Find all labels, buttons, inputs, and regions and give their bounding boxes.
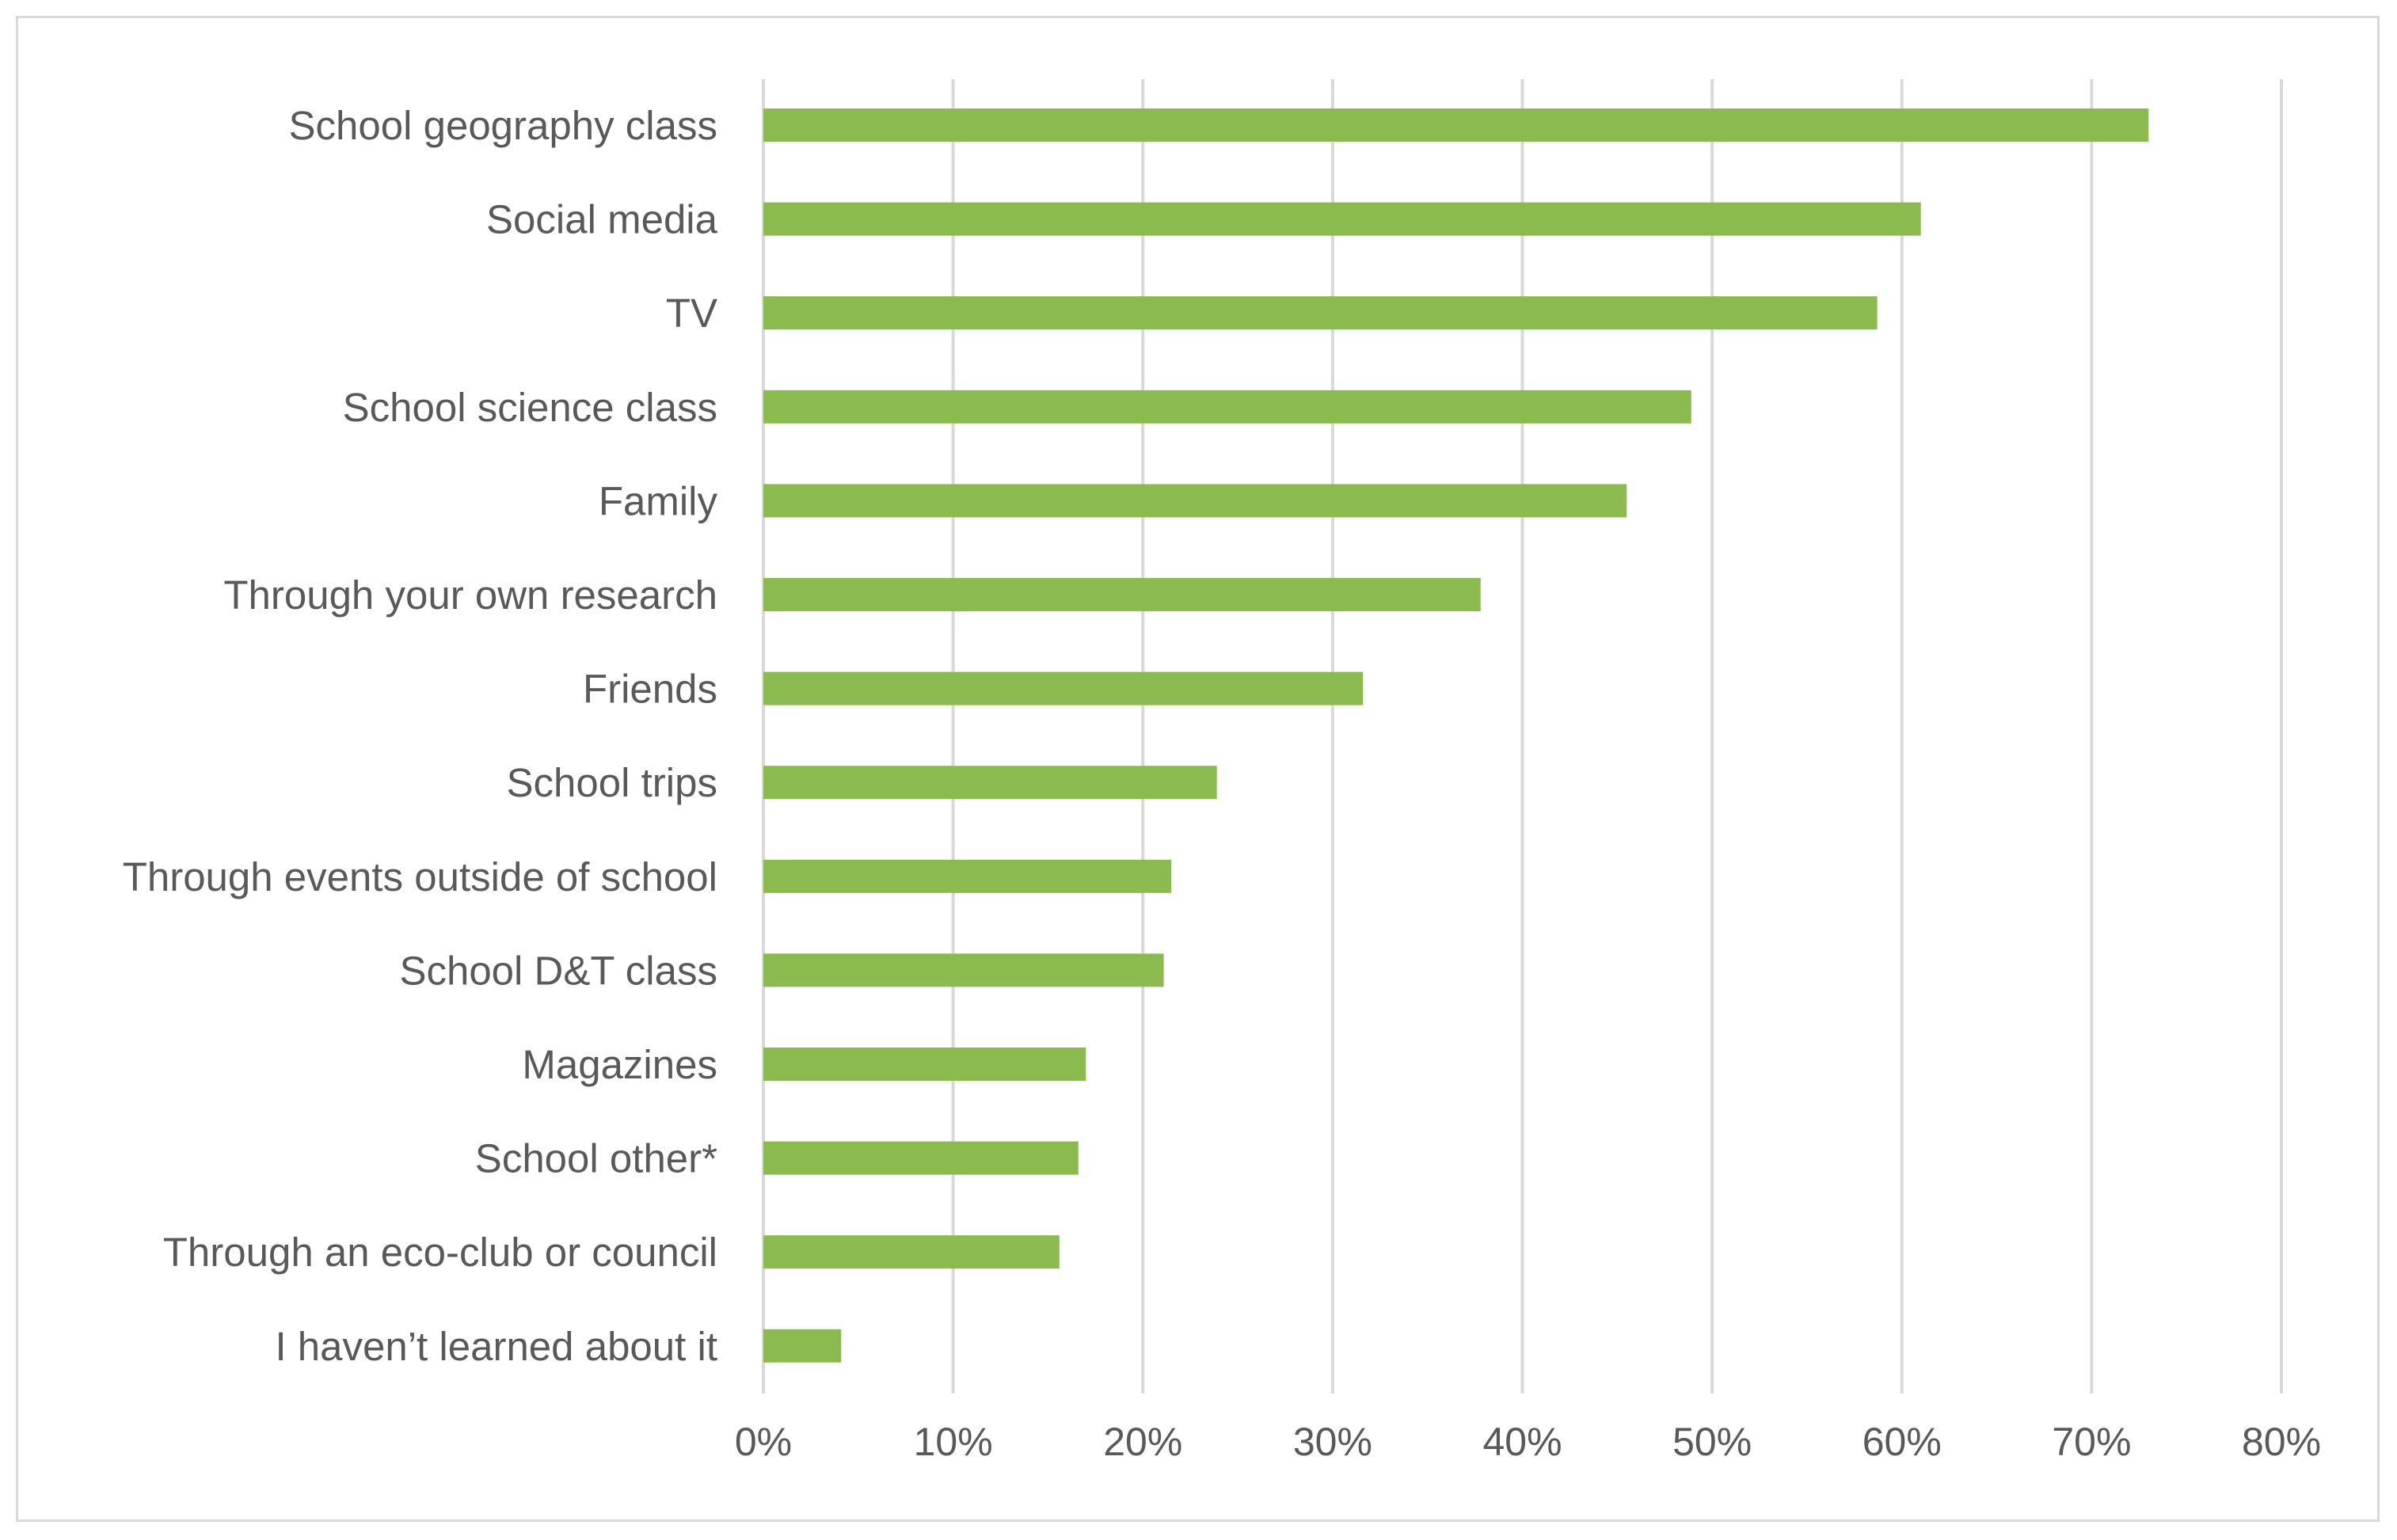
category-label: Through your own research <box>223 572 717 618</box>
category-label: Social media <box>486 197 718 242</box>
x-tick-label: 60% <box>1862 1420 1942 1464</box>
bar <box>763 1235 1060 1269</box>
x-tick-label: 80% <box>2242 1420 2321 1464</box>
category-labels: School geography class Social media TV Scho… <box>123 103 718 1369</box>
category-label: TV <box>666 291 717 336</box>
bar <box>763 1141 1079 1175</box>
category-label: School science class <box>343 385 717 430</box>
category-label: Magazines <box>522 1042 717 1087</box>
x-tick-label: 10% <box>914 1420 993 1464</box>
bar <box>763 766 1217 800</box>
bar <box>763 202 1921 236</box>
x-tick-label: 50% <box>1672 1420 1752 1464</box>
bar <box>763 1329 842 1363</box>
bar <box>763 296 1878 330</box>
bar <box>763 390 1691 424</box>
bar <box>763 671 1364 705</box>
category-label: School trips <box>507 760 717 805</box>
x-tick-label: 30% <box>1293 1420 1372 1464</box>
category-label: Family <box>599 478 718 523</box>
gridlines <box>762 79 2283 1394</box>
category-label: School other* <box>475 1136 717 1181</box>
bar <box>763 1048 1086 1081</box>
bar <box>763 578 1481 611</box>
category-label: I haven’t learned about it <box>275 1324 717 1369</box>
bar <box>763 108 2149 142</box>
x-tick-label: 70% <box>2052 1420 2131 1464</box>
x-tick-labels: 0% 10% 20% 30% 40% 50% 60% 70% 80% <box>735 1420 2321 1464</box>
bar <box>763 859 1172 893</box>
x-tick-label: 40% <box>1482 1420 1562 1464</box>
bar <box>763 953 1164 987</box>
x-tick-label: 0% <box>735 1420 792 1464</box>
category-label: Friends <box>583 667 717 712</box>
bars <box>763 108 2149 1363</box>
category-label: Through events outside of school <box>123 854 717 899</box>
category-label: Through an eco-club or council <box>163 1230 717 1275</box>
bar <box>763 484 1627 518</box>
category-label: School geography class <box>288 103 717 148</box>
x-tick-label: 20% <box>1103 1420 1182 1464</box>
category-label: School D&T class <box>399 948 717 993</box>
